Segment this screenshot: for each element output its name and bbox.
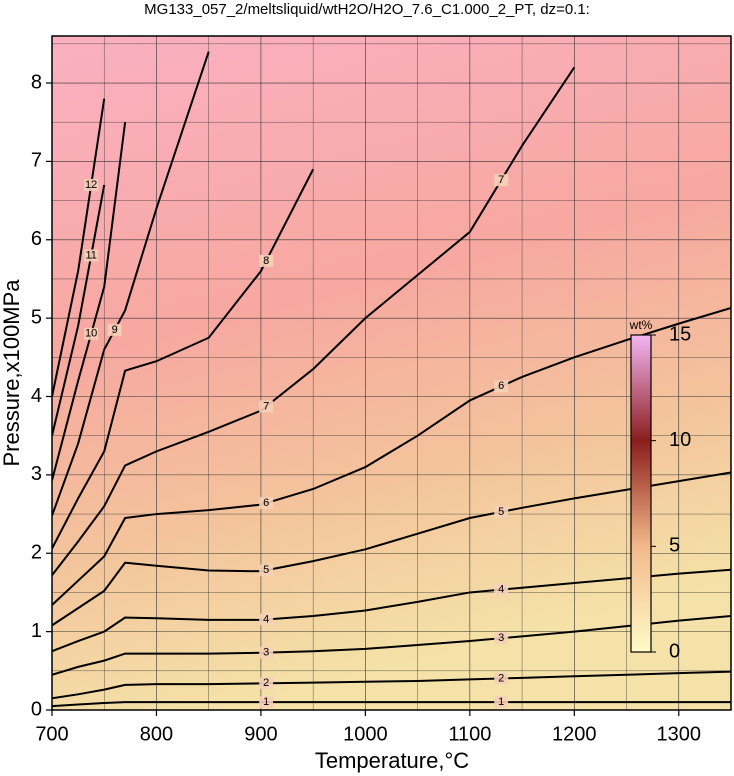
contour-label: 9 — [112, 324, 118, 336]
contour-label-bg — [259, 254, 274, 267]
contour-line — [52, 306, 731, 606]
y-tick-label: 8 — [31, 71, 42, 93]
colorbar-label: wt% — [629, 318, 653, 332]
contour-label: 4 — [263, 613, 269, 625]
colorbar-tick-label: 0 — [669, 640, 680, 662]
contour-label-bg — [259, 696, 274, 709]
contour-label: 5 — [263, 564, 269, 576]
contour-label-bg — [494, 380, 509, 393]
colorbar-tick-label: 15 — [669, 323, 691, 345]
x-tick-label: 800 — [140, 723, 173, 745]
contour-label-bg — [494, 632, 509, 645]
contour-label-bg — [494, 505, 509, 518]
contour-label-bg — [259, 497, 274, 510]
contour-label-bg — [84, 178, 99, 191]
y-tick-label: 2 — [31, 542, 42, 564]
contour-label: 2 — [263, 677, 269, 689]
contour-line — [52, 184, 106, 436]
chart-title: MG133_057_2/meltsliquid/wtH2O/H2O_7.6_C1… — [144, 1, 590, 18]
contour-label-bg — [259, 564, 274, 577]
y-axis-label: Pressure,x100MPa — [0, 279, 24, 467]
contour-label: 5 — [498, 506, 504, 518]
contour-line — [52, 670, 731, 700]
x-tick-label: 1000 — [343, 723, 388, 745]
plot-background — [52, 36, 731, 710]
contour-label-bg — [259, 646, 274, 659]
x-tick-label: 900 — [244, 723, 277, 745]
contour-label: 3 — [498, 632, 504, 644]
contour-label: 8 — [263, 255, 269, 267]
x-tick-label: 1300 — [657, 723, 702, 745]
y-tick-label: 0 — [31, 698, 42, 720]
contour-line — [52, 614, 731, 676]
contour-label-bg — [494, 672, 509, 685]
contour-label: 12 — [85, 179, 97, 191]
contour-label: 6 — [263, 497, 269, 509]
contour-label-bg — [259, 613, 274, 626]
contour-label-bg — [107, 323, 122, 336]
contour-label-bg — [259, 400, 274, 413]
contour-line — [52, 168, 315, 550]
colorbar-tick-label: 5 — [669, 535, 680, 557]
contour-label: 11 — [85, 249, 96, 261]
plot-frame — [51, 35, 732, 711]
contour-label-bg — [494, 583, 509, 596]
y-tick-label: 6 — [31, 228, 42, 250]
contour-line — [52, 98, 106, 397]
y-tick-label: 1 — [31, 620, 42, 642]
x-tick-label: 1100 — [448, 723, 491, 745]
contour-label-bg — [494, 174, 509, 187]
contour-label-bg — [84, 327, 99, 340]
contour-label: 3 — [263, 647, 269, 659]
contour-label: 6 — [498, 380, 504, 392]
contour-line — [52, 568, 731, 653]
x-tick-label: 1200 — [552, 723, 597, 745]
contour-label: 2 — [498, 672, 504, 684]
contour-label: 7 — [263, 400, 269, 412]
x-tick-label: 700 — [35, 723, 68, 745]
y-tick-label: 5 — [31, 306, 42, 328]
colorbar — [630, 334, 652, 653]
contour-label: 7 — [498, 174, 504, 186]
contour-line — [52, 701, 731, 708]
colorbar-tick-label: 10 — [669, 429, 691, 451]
contour-label-bg — [84, 249, 99, 262]
contour-line — [52, 471, 731, 627]
contour-label: 10 — [85, 328, 97, 340]
contour-label-bg — [494, 696, 509, 709]
contour-label: 4 — [498, 584, 504, 596]
y-tick-label: 4 — [31, 385, 42, 407]
contour-label: 1 — [263, 696, 269, 708]
y-tick-label: 7 — [31, 150, 42, 172]
y-tick-label: 3 — [31, 463, 42, 485]
contour-label-bg — [259, 677, 274, 690]
contour-label: 1 — [498, 696, 504, 708]
x-axis-label: Temperature,°C — [315, 748, 469, 773]
